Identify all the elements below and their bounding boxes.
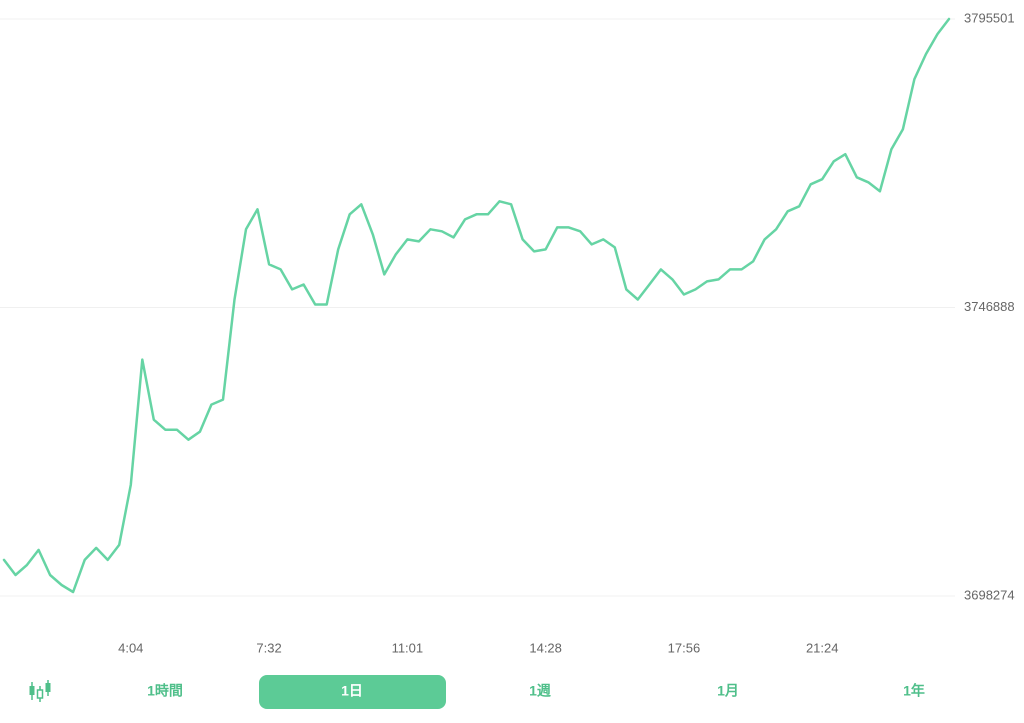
candlestick-toggle[interactable] — [29, 680, 51, 702]
x-tick-label: 7:32 — [256, 640, 281, 655]
x-tick-label: 4:04 — [118, 640, 143, 655]
price-line — [2, 17, 951, 594]
time-range-tab[interactable]: 1週 — [529, 683, 551, 699]
tab-label: 1日 — [341, 683, 363, 699]
time-range-tab[interactable]: 1日 — [259, 675, 446, 709]
time-range-tab[interactable]: 1月 — [717, 683, 739, 699]
x-tick-label: 11:01 — [392, 640, 424, 655]
time-range-tab[interactable]: 1年 — [903, 683, 925, 699]
tab-label: 1月 — [717, 683, 739, 699]
tab-label: 1週 — [529, 683, 551, 699]
x-tick-label: 21:24 — [806, 640, 839, 655]
tab-label: 1年 — [903, 683, 925, 699]
tab-label: 1時間 — [147, 683, 183, 699]
x-tick-label: 14:28 — [529, 640, 562, 655]
x-tick-label: 17:56 — [668, 640, 701, 655]
y-tick-label: 3795501 — [964, 10, 1015, 25]
y-tick-label: 3746888 — [964, 299, 1015, 314]
y-tick-label: 3698274 — [964, 587, 1015, 602]
time-range-tab[interactable]: 1時間 — [147, 683, 183, 699]
active-tab-background — [259, 675, 446, 709]
